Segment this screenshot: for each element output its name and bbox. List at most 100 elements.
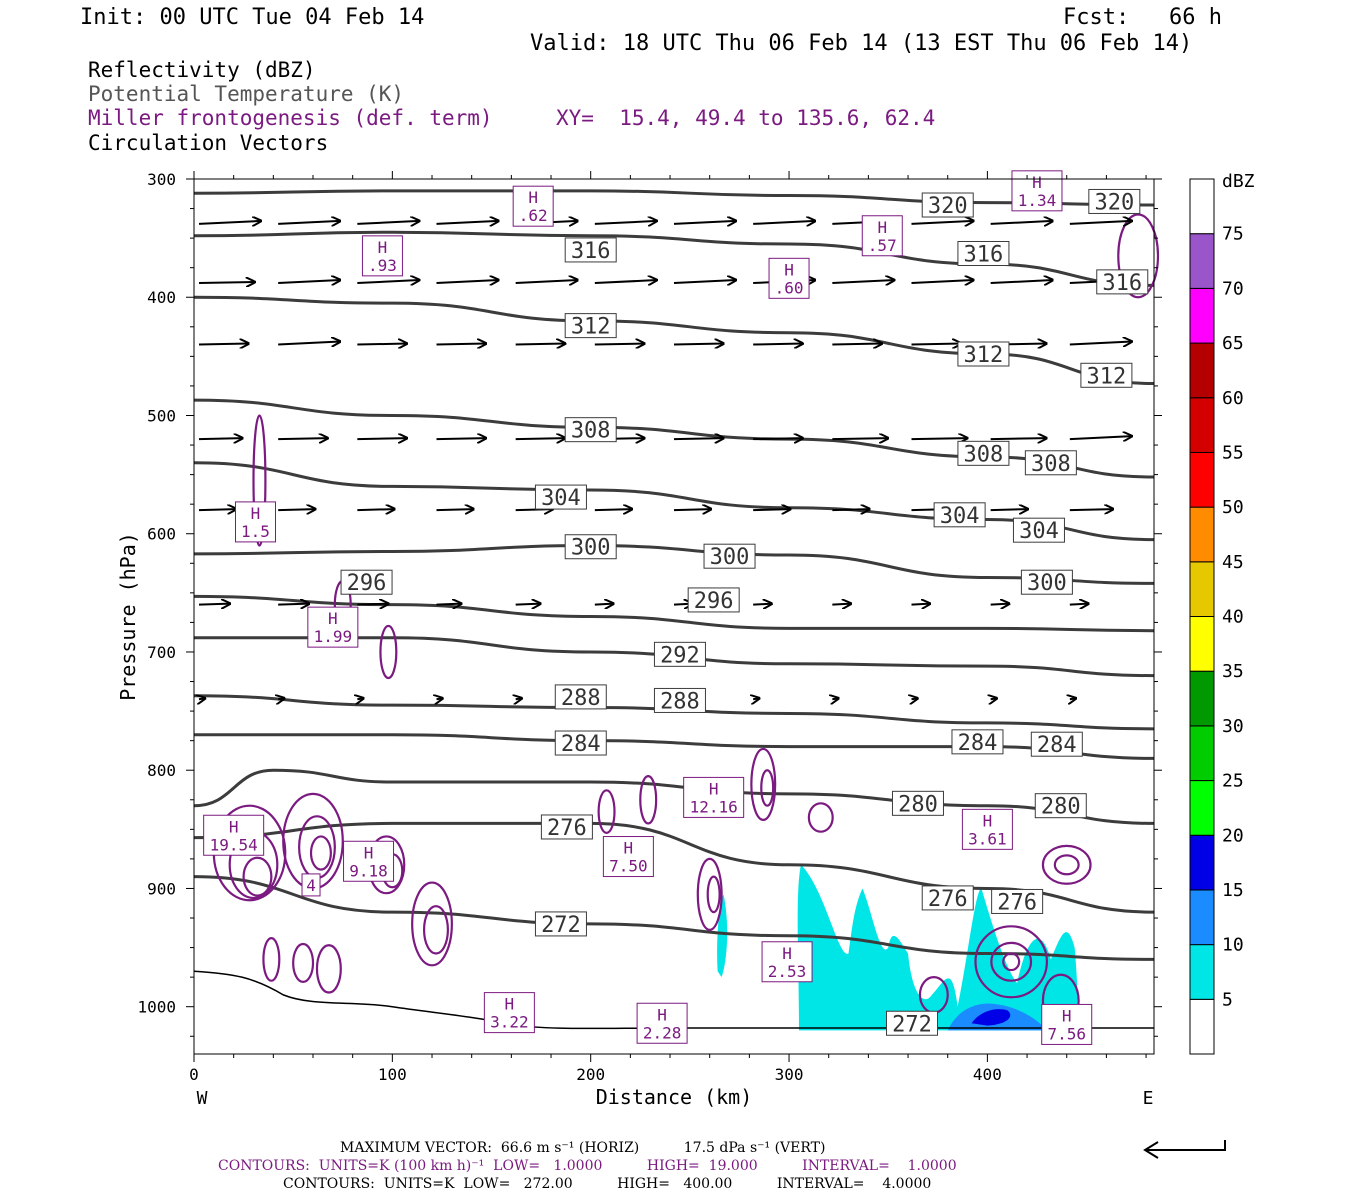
miller-high-box — [234, 501, 276, 543]
circulation-vector — [278, 438, 328, 439]
circulation-vector — [753, 604, 772, 605]
theta-label-box — [687, 587, 740, 613]
circulation-vector — [1069, 436, 1132, 439]
miller-high-box — [361, 235, 403, 277]
circulation-vector — [832, 280, 894, 283]
miller-contour-12 — [750, 747, 777, 821]
x-end-label-west: W — [197, 1088, 208, 1109]
theta-label: 276 — [928, 887, 968, 912]
circulation-vector — [515, 438, 566, 439]
theta-label-box — [1088, 188, 1141, 214]
circulation-vector — [357, 280, 419, 283]
theta-label: 296 — [347, 571, 387, 596]
theta-label: 304 — [1019, 519, 1059, 544]
circulation-vector — [198, 221, 261, 224]
circulation-vector — [357, 604, 388, 605]
theta-label-box — [340, 569, 393, 595]
y-tick-label: 400 — [147, 288, 176, 307]
miller-contour-27 — [262, 937, 281, 982]
miller-high-value: 1.34 — [1018, 191, 1057, 210]
theta-label-box — [534, 911, 587, 937]
colorbar-segment — [1189, 834, 1215, 891]
miller-high-box — [961, 808, 1013, 850]
colorbar-level-label: 45 — [1222, 552, 1244, 573]
theta-contour-304 — [193, 461, 1155, 542]
refl-5dbz-region — [797, 864, 1078, 1031]
theta-label: 304 — [541, 486, 581, 511]
colorbar-level-label: 20 — [1222, 825, 1244, 846]
theta-label: 280 — [1041, 795, 1081, 820]
forecast-hour: Fcst: 66 h — [1063, 5, 1222, 30]
miller-high-box — [203, 814, 265, 856]
circulation-vector — [911, 438, 968, 439]
miller-contour-22 — [252, 414, 267, 547]
circulation-vector — [673, 509, 711, 510]
miller-high-letter: H — [983, 811, 993, 830]
theta-label: 320 — [928, 194, 968, 219]
theta-contour-300 — [193, 544, 1155, 585]
circulation-vector — [1069, 509, 1113, 510]
theta-label: 312 — [571, 315, 611, 340]
theta-label-box — [991, 888, 1044, 914]
miller-contour-13 — [760, 769, 775, 807]
circulation-vector — [673, 344, 724, 345]
colorbar-segment — [1189, 889, 1215, 946]
theta-label: 296 — [694, 589, 734, 614]
circulation-vector — [832, 698, 838, 699]
y-tick-label: 600 — [147, 525, 176, 544]
miller-contour-9 — [422, 905, 449, 955]
miller-high-value: 12.16 — [690, 797, 738, 816]
miller-contour-21 — [379, 624, 398, 680]
theta-label: 284 — [1037, 733, 1077, 758]
miller-high-letter: H — [251, 504, 261, 523]
theta-label: 272 — [541, 913, 581, 938]
circulation-vector — [832, 344, 882, 345]
theta-label-box — [554, 684, 607, 710]
miller-high-letter: H — [1062, 1006, 1072, 1025]
legend-reflectivity: Reflectivity (dBZ) — [88, 58, 316, 82]
legend-miller: Miller frontogenesis (def. term) — [88, 106, 493, 130]
colorbar-segment — [1189, 233, 1215, 289]
miller-high-letter: H — [328, 609, 338, 628]
theta-label: 288 — [561, 686, 601, 711]
theta-label-box — [933, 502, 986, 528]
miller-high-letter: H — [378, 238, 388, 257]
colorbar-segment — [1189, 342, 1215, 399]
miller-contour-24 — [807, 802, 834, 833]
theta-contour-284 — [194, 733, 1155, 760]
circulation-vector — [911, 604, 931, 605]
miller-high-box — [1041, 1003, 1093, 1045]
miller-high-value: 1.99 — [314, 627, 353, 646]
circulation-vector — [357, 438, 407, 439]
colorbar-segment — [1189, 725, 1215, 782]
circulation-vector — [436, 604, 462, 605]
theta-label: 292 — [660, 643, 700, 668]
circulation-vector — [436, 280, 499, 283]
colorbar: 5 10 15 20 25 30 35 40 45 50 55 60 65 70 75 dBZ — [1189, 171, 1255, 1055]
plot-frame — [193, 178, 1155, 1055]
theta-label-box — [653, 687, 706, 713]
circulation-vector — [278, 604, 309, 605]
theta-contour-296 — [193, 594, 1155, 633]
miller-high-letter: H — [784, 260, 794, 279]
miller-contour-15 — [990, 941, 1033, 982]
theta-label: 276 — [547, 816, 587, 841]
legend-xy: XY= 15.4, 49.4 to 135.6, 62.4 — [556, 106, 936, 130]
theta-label-box — [957, 440, 1010, 466]
y-tick-label: 1000 — [137, 998, 176, 1017]
theta-label: 300 — [1027, 571, 1067, 596]
circulation-vector — [990, 221, 1053, 224]
contour-label-layer: 320 320 316 316 316 312 312 312 308 308 308 304 304 3… — [203, 170, 1149, 1045]
contours-theta-text: CONTOURS: UNITS=K LOW= 272.00 HIGH= 400.… — [283, 1176, 932, 1192]
colorbar-level-label: 5 — [1222, 989, 1233, 1010]
miller-high-letter: H — [624, 839, 634, 858]
colorbar-level-label: 50 — [1222, 497, 1244, 518]
theta-label: 308 — [964, 442, 1004, 467]
miller-high-value: .62 — [519, 206, 548, 225]
theta-label: 308 — [1031, 452, 1071, 477]
circulation-vector — [1070, 698, 1076, 699]
theta-label-box — [891, 790, 944, 816]
miller-high-letter: H — [364, 843, 374, 862]
circulation-vector — [753, 344, 803, 345]
colorbar-segment — [1189, 506, 1215, 563]
